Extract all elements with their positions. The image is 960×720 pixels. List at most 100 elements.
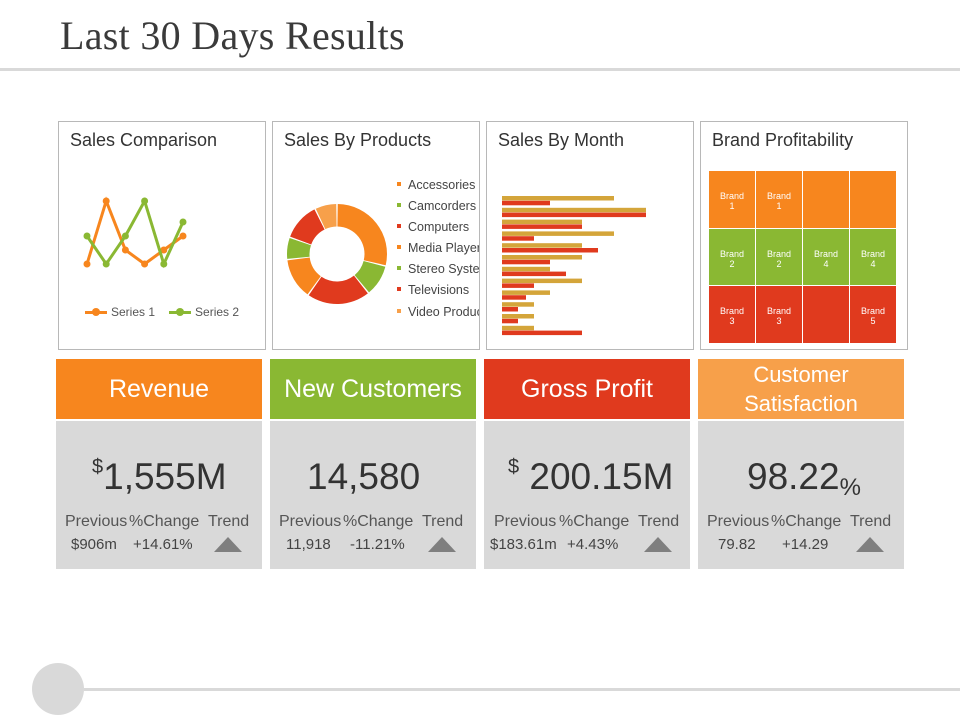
- series-1-point: [102, 197, 110, 205]
- previous-value: 79.82: [718, 536, 756, 553]
- brand-cell: Brand 3: [756, 286, 802, 343]
- donut-slice-accessories: [337, 204, 387, 266]
- sales-by-products-chart: [287, 204, 387, 304]
- products-legend: Accessories Camcorders Computers Media P…: [397, 178, 479, 326]
- change-value: +4.43%: [567, 536, 619, 553]
- series-1-point: [160, 246, 168, 254]
- previous-value: $183.61m: [490, 536, 557, 553]
- revenue-card: $1,555M Previous %Change Trend $906m +14…: [56, 421, 262, 569]
- previous-label: Previous: [707, 513, 770, 530]
- sales-by-month-chart: [502, 196, 646, 336]
- bar-month-6-series-2: [502, 259, 550, 265]
- previous-label: Previous: [65, 513, 128, 530]
- new-customers-card: 14,580 Previous %Change Trend 11,918 -11…: [270, 421, 476, 569]
- trend-up-icon: [856, 537, 884, 552]
- bar-month-2-series-1: [502, 207, 646, 213]
- slide-circle-decoration: [32, 663, 84, 715]
- bar-month-11-series-1: [502, 314, 534, 319]
- brand-cell: Brand 3: [709, 286, 755, 343]
- change-value: +14.61%: [133, 536, 193, 553]
- legend-item-series-2: Series 2: [169, 305, 239, 319]
- trend-label: Trend: [638, 513, 680, 530]
- brand-cell: Brand 1: [709, 171, 755, 228]
- change-label: %Change: [129, 513, 200, 530]
- series-1-point: [141, 260, 149, 268]
- series-2-point: [141, 197, 149, 205]
- bar-month-11-series-2: [502, 318, 518, 324]
- bar-month-3-series-2: [502, 224, 582, 229]
- brand-profitability-grid: Brand 1 Brand 1 Brand 2 Brand 2 Brand 4 Brand 4 Bran…: [709, 171, 897, 344]
- series-2-point: [83, 232, 91, 240]
- sales-comparison-title: Sales Comparison: [70, 130, 218, 150]
- revenue-card-title: Revenue: [108, 374, 210, 403]
- revenue-value: $1,555M: [92, 456, 227, 497]
- brand-cell: Brand 2: [709, 228, 755, 285]
- bar-month-1-series-1: [502, 196, 614, 201]
- bar-month-9-series-1: [502, 290, 550, 295]
- new-customers-value: 14,580: [307, 456, 421, 497]
- sales-comparison-panel: Sales Comparison Series 1 Series 2: [58, 121, 266, 350]
- page-title: Last 30 Days Results: [60, 13, 405, 58]
- brand-profitability-title: Brand Profitability: [712, 130, 854, 150]
- bar-month-12-series-1: [502, 325, 534, 331]
- bar-month-2-series-2: [502, 212, 646, 218]
- legend-item-media-player: Media Player: [397, 241, 479, 262]
- new-customers-card-title: New Customers: [284, 374, 462, 403]
- series-2-swatch: [169, 307, 192, 316]
- bar-month-9-series-2: [502, 295, 526, 300]
- donut-slice-camcorders: [354, 261, 386, 293]
- gross-profit-card-title: Gross Profit: [521, 374, 653, 403]
- sales-by-products-panel: Sales By Products Accessories Camcorders…: [272, 121, 480, 350]
- brand-cell: Brand 4: [850, 228, 896, 285]
- brand-cell: Brand 1: [756, 171, 802, 228]
- bar-month-10-series-1: [502, 302, 534, 307]
- sales-by-month-panel: Sales By Month: [486, 121, 694, 350]
- brand-cell: [803, 171, 849, 228]
- series-2-point: [121, 232, 129, 240]
- change-label: %Change: [343, 513, 414, 530]
- trend-up-icon: [428, 537, 456, 552]
- legend-item-video-product: Video Produc: [397, 305, 479, 326]
- legend-item-stereo-system: Stereo Syster: [397, 262, 479, 283]
- brand-cell: Brand 5: [850, 286, 896, 343]
- trend-up-icon: [644, 537, 672, 552]
- series-2-point: [179, 218, 187, 226]
- series-1-point: [121, 246, 129, 254]
- brand-profitability-panel: Brand Profitability Brand 1 Brand 1 Brand 2 Br…: [700, 121, 908, 350]
- sales-comparison-chart: [83, 196, 187, 269]
- revenue-card-header: Revenue: [56, 359, 262, 419]
- donut-slice-televisions: [290, 209, 325, 245]
- legend-label-series-1: Series 1: [111, 305, 156, 319]
- gross-profit-card-header: Gross Profit: [484, 359, 690, 419]
- customer-satisfaction-card-title: Customer Satisfaction: [744, 362, 858, 416]
- change-value: +14.29: [782, 536, 829, 553]
- sales-by-products-title: Sales By Products: [284, 130, 432, 150]
- donut-slice-video-product: [315, 204, 337, 230]
- bar-month-10-series-2: [502, 307, 518, 312]
- customer-satisfaction-card: 98.22% Previous %Change Trend 79.82 +14.…: [698, 421, 904, 569]
- change-value: -11.21%: [350, 536, 405, 553]
- bar-month-7-series-1: [502, 266, 550, 272]
- legend-item-computers: Computers: [397, 220, 479, 241]
- legend-item-televisions: Televisions: [397, 283, 479, 304]
- change-label: %Change: [771, 513, 842, 530]
- trend-label: Trend: [208, 513, 250, 530]
- bar-month-4-series-1: [502, 231, 614, 236]
- previous-label: Previous: [494, 513, 557, 530]
- series-2-point: [160, 260, 168, 268]
- brand-cell: [850, 171, 896, 228]
- sales-comparison-legend: Series 1 Series 2: [85, 305, 253, 319]
- series-1-point: [83, 260, 91, 268]
- legend-item-series-1: Series 1: [85, 305, 155, 319]
- gross-profit-card: $ 200.15M Previous %Change Trend $183.61…: [484, 421, 690, 569]
- bar-month-12-series-2: [502, 330, 582, 336]
- bar-month-7-series-2: [502, 271, 566, 277]
- bar-month-6-series-1: [502, 255, 582, 260]
- trend-label: Trend: [850, 513, 892, 530]
- previous-label: Previous: [279, 513, 342, 530]
- series-2-point: [102, 260, 110, 268]
- legend-item-accessories: Accessories: [397, 178, 479, 199]
- new-customers-card-header: New Customers: [270, 359, 476, 419]
- sales-by-month-title: Sales By Month: [498, 130, 625, 150]
- series-1-swatch: [85, 307, 107, 316]
